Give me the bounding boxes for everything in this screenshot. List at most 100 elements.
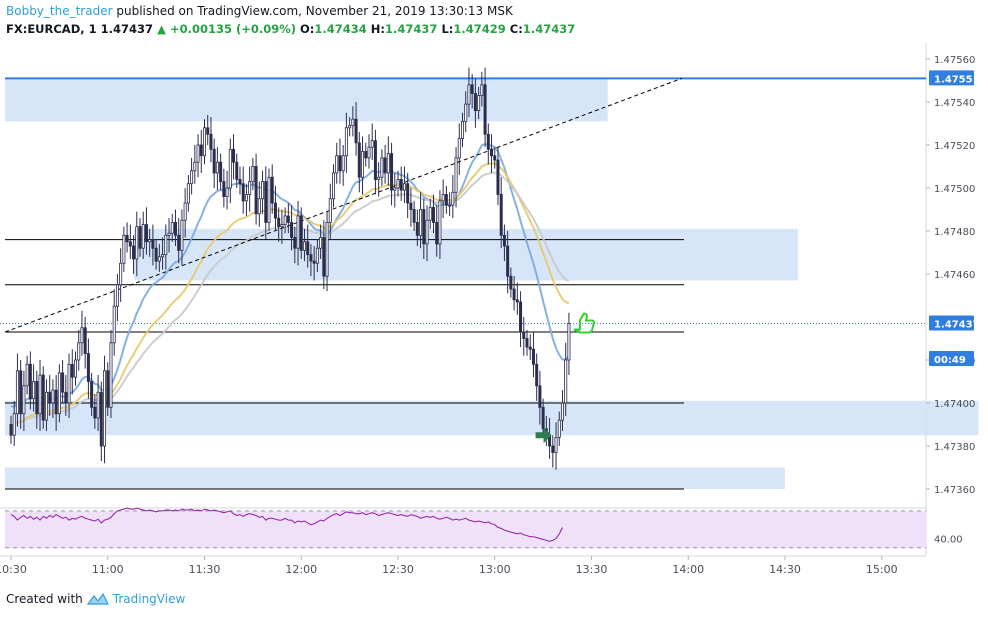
candle (441, 179, 445, 219)
candle-body (457, 138, 461, 159)
candle (290, 205, 294, 251)
candle (215, 147, 219, 191)
candle (560, 390, 564, 431)
candle-body (261, 181, 265, 200)
moving-average-40 (10, 162, 570, 426)
candle-body (235, 161, 239, 180)
candle-body (560, 402, 564, 421)
candle (280, 209, 284, 244)
candle (74, 351, 78, 386)
candle-body (490, 148, 494, 157)
candle-body (22, 385, 26, 415)
candle (448, 192, 452, 216)
candle-body (90, 381, 94, 408)
candle (38, 360, 42, 431)
candle (319, 224, 323, 259)
candle-body (448, 204, 452, 207)
candle (296, 200, 300, 266)
created-with-label: Created with (6, 592, 83, 606)
candle-body (154, 247, 158, 262)
candle (141, 211, 145, 259)
candle (348, 117, 352, 137)
candle (396, 170, 400, 197)
candle (144, 207, 148, 255)
candle-body (338, 155, 342, 172)
y-tick-label: 1.47500 (934, 184, 975, 195)
candle-body (312, 260, 316, 264)
candle (119, 248, 123, 302)
candle (173, 209, 177, 247)
x-tick-label: 10:30 (0, 563, 27, 576)
candle-body (506, 245, 510, 277)
candle-body (32, 381, 36, 400)
candle (460, 112, 464, 148)
candle-body (383, 157, 387, 174)
candle (235, 153, 239, 188)
candle (428, 198, 432, 229)
candle-body (164, 234, 168, 256)
candle-body (428, 206, 432, 221)
candle-body (367, 146, 371, 159)
candle (444, 185, 448, 214)
candle-body (28, 363, 32, 400)
candle-body (299, 215, 303, 251)
candle (451, 175, 455, 219)
price-label-box (929, 70, 974, 86)
candle (502, 224, 506, 262)
candle-body (228, 148, 232, 189)
candle-body (54, 389, 58, 415)
candle (225, 170, 229, 210)
candle-body (119, 262, 123, 286)
candle-body (296, 215, 300, 249)
candle-body (128, 241, 132, 247)
candle-body (431, 206, 435, 223)
candle (267, 168, 271, 231)
candle-body (538, 385, 542, 408)
candle-body (473, 93, 477, 112)
candle-body (283, 215, 287, 225)
candle-body (206, 127, 210, 135)
zone-2 (5, 400, 979, 436)
candle (12, 400, 16, 446)
candle (115, 274, 119, 322)
candle (264, 166, 268, 240)
candle-body (267, 176, 271, 223)
candle (377, 162, 381, 197)
candle (509, 267, 513, 298)
candle (464, 91, 468, 133)
candle (564, 342, 568, 416)
candle-body (254, 166, 258, 215)
candle (161, 237, 165, 270)
candle-body (219, 161, 223, 182)
y-tick-label: 1.47380 (934, 442, 975, 453)
candle-body (148, 239, 152, 243)
candle-body (167, 232, 171, 236)
author-link[interactable]: Bobby_the_trader (6, 4, 113, 18)
candle (251, 157, 255, 191)
candle (419, 192, 423, 249)
y-tick-label: 1.47540 (934, 98, 975, 109)
candle (309, 243, 313, 277)
candle (312, 246, 316, 281)
candle (128, 224, 132, 259)
candle-body (541, 406, 545, 430)
candle-body (186, 183, 190, 204)
candle (273, 185, 277, 231)
candle (299, 207, 303, 259)
candle (196, 134, 200, 178)
candle-body (170, 221, 174, 234)
candle (477, 86, 481, 120)
candle-body (193, 161, 197, 172)
candle-body (496, 159, 500, 195)
candle-body (396, 178, 400, 189)
candle-body (248, 181, 252, 195)
candle-body (232, 148, 236, 163)
candle-body (180, 219, 184, 251)
tradingview-link[interactable]: TradingView (112, 592, 186, 606)
candle-body (309, 254, 313, 262)
candle (70, 349, 74, 395)
price-label: 00:49 (934, 355, 966, 366)
candle (167, 218, 171, 253)
candle (238, 166, 242, 195)
